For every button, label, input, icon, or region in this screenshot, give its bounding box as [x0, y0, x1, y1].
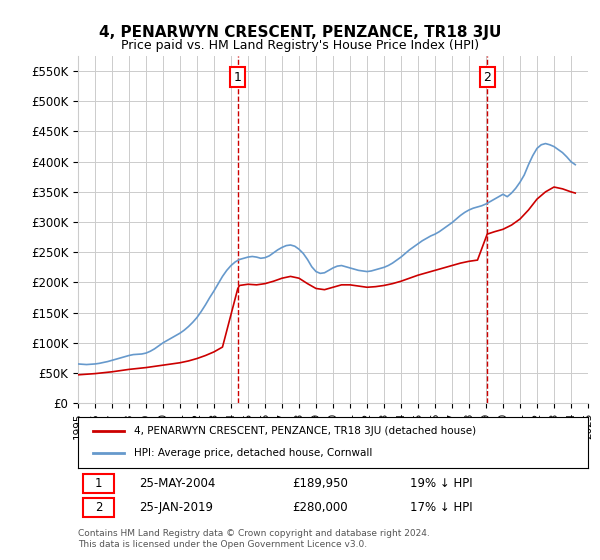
- Text: Contains HM Land Registry data © Crown copyright and database right 2024.
This d: Contains HM Land Registry data © Crown c…: [78, 529, 430, 549]
- Text: 4, PENARWYN CRESCENT, PENZANCE, TR18 3JU (detached house): 4, PENARWYN CRESCENT, PENZANCE, TR18 3JU…: [134, 426, 476, 436]
- Text: 25-MAY-2004: 25-MAY-2004: [139, 477, 215, 490]
- Text: 2: 2: [483, 71, 491, 83]
- Text: Price paid vs. HM Land Registry's House Price Index (HPI): Price paid vs. HM Land Registry's House …: [121, 39, 479, 52]
- FancyBboxPatch shape: [83, 498, 114, 517]
- Text: £280,000: £280,000: [292, 501, 348, 514]
- FancyBboxPatch shape: [83, 474, 114, 493]
- Text: 25-JAN-2019: 25-JAN-2019: [139, 501, 213, 514]
- Text: 17% ↓ HPI: 17% ↓ HPI: [409, 501, 472, 514]
- Text: 4, PENARWYN CRESCENT, PENZANCE, TR18 3JU: 4, PENARWYN CRESCENT, PENZANCE, TR18 3JU: [99, 25, 501, 40]
- Text: 19% ↓ HPI: 19% ↓ HPI: [409, 477, 472, 490]
- Text: 2: 2: [95, 501, 102, 514]
- Text: £189,950: £189,950: [292, 477, 348, 490]
- Text: 1: 1: [234, 71, 242, 83]
- Text: 1: 1: [95, 477, 102, 490]
- Text: HPI: Average price, detached house, Cornwall: HPI: Average price, detached house, Corn…: [134, 449, 373, 459]
